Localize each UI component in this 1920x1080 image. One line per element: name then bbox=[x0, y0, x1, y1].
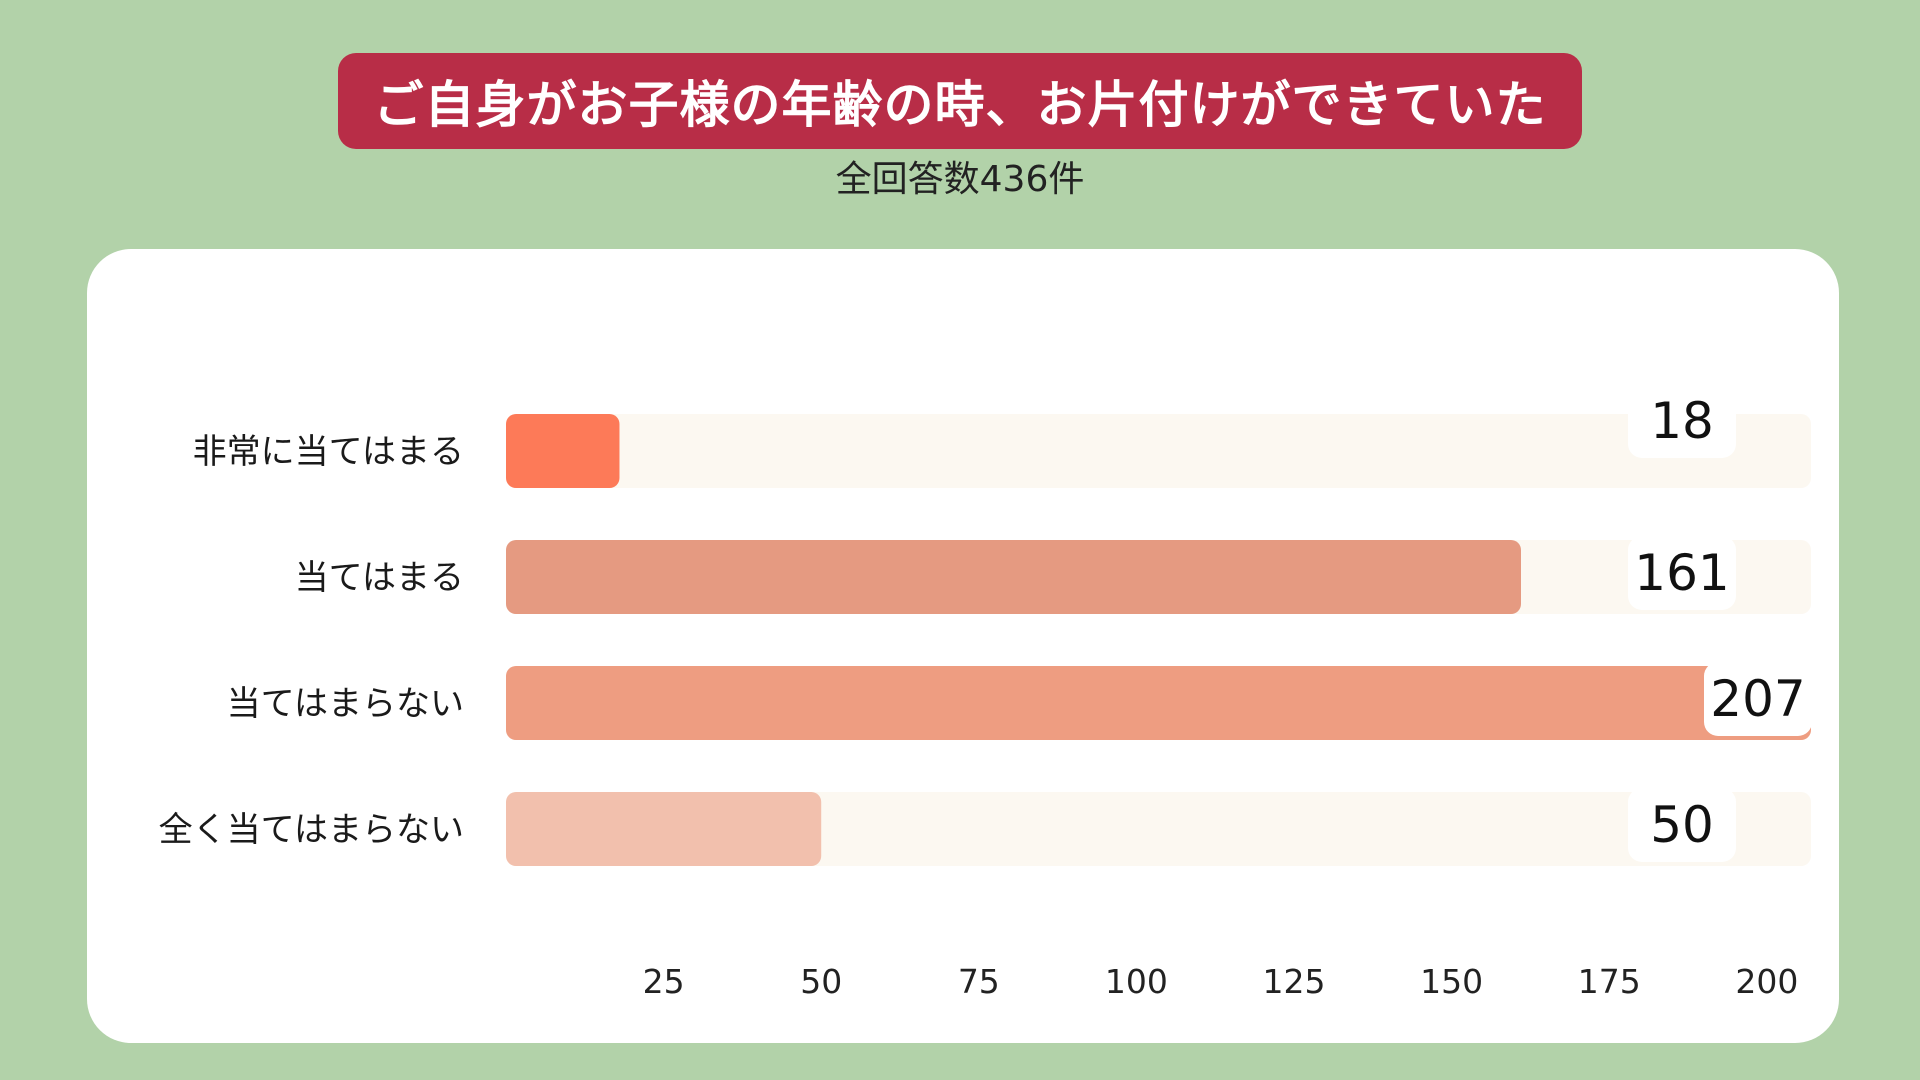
x-tick-label: 150 bbox=[1420, 962, 1483, 1001]
value-label-box bbox=[1704, 662, 1812, 736]
chart-title: ご自身がお子様の年齢の時、お片付けができていた bbox=[373, 76, 1547, 134]
chart-card bbox=[87, 249, 1839, 1043]
bar bbox=[506, 540, 1521, 614]
value-label: 161 bbox=[1634, 544, 1729, 602]
bar bbox=[506, 666, 1811, 740]
x-tick-label: 75 bbox=[958, 962, 1000, 1001]
value-label: 207 bbox=[1710, 670, 1805, 728]
x-tick-label: 50 bbox=[800, 962, 842, 1001]
bar-track bbox=[506, 414, 1811, 488]
bar bbox=[506, 414, 620, 488]
x-tick-label: 100 bbox=[1105, 962, 1168, 1001]
x-tick-label: 125 bbox=[1263, 962, 1326, 1001]
bar-track bbox=[506, 792, 1811, 866]
x-tick-label: 200 bbox=[1735, 962, 1798, 1001]
chart-subtitle: 全回答数436件 bbox=[835, 159, 1085, 200]
value-label-box bbox=[1628, 536, 1736, 610]
value-label: 50 bbox=[1650, 796, 1714, 854]
category-label: 当てはまる bbox=[295, 558, 464, 598]
category-label: 非常に当てはまる bbox=[193, 432, 464, 472]
bar bbox=[506, 792, 822, 866]
value-label-box bbox=[1628, 788, 1736, 862]
value-label: 18 bbox=[1650, 392, 1714, 450]
title-banner: ご自身がお子様の年齢の時、お片付けができていた bbox=[338, 53, 1582, 149]
category-label: 当てはまらない bbox=[227, 684, 464, 724]
category-label: 全く当てはまらない bbox=[159, 810, 464, 850]
value-label-box bbox=[1628, 384, 1736, 458]
x-tick-label: 175 bbox=[1578, 962, 1641, 1001]
x-tick-label: 25 bbox=[643, 962, 685, 1001]
